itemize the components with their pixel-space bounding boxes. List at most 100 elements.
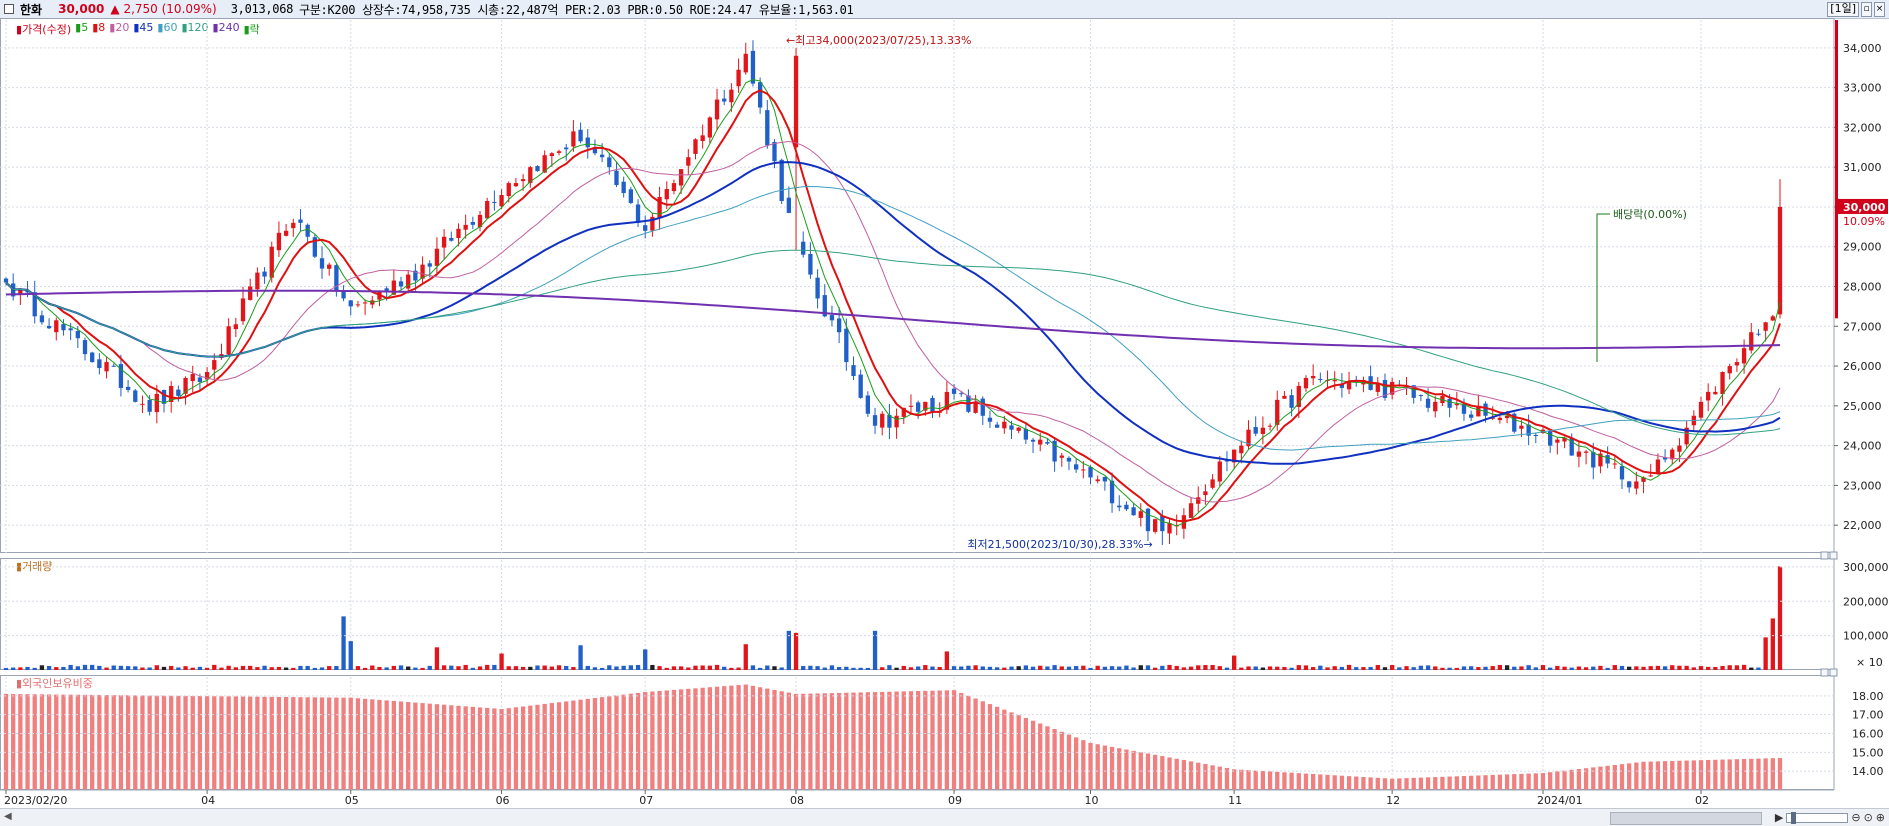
volume-bar: [161, 666, 167, 670]
candle-body: [46, 325, 52, 329]
scroll-right-icon[interactable]: ▶: [1774, 811, 1784, 824]
volume-bar: [46, 666, 52, 670]
volume-bar: [743, 644, 748, 670]
stock-chart[interactable]: 22,000 23,000 24,000 25,000 26,000 27,000 28,0…: [0, 0, 1889, 808]
zoom-reset-icon[interactable]: ⊙: [1863, 811, 1873, 824]
foreign-bar: [542, 703, 547, 790]
foreign-bar: [829, 693, 835, 790]
last-price-label: 30,000: [1843, 201, 1886, 214]
foreign-bar: [671, 689, 677, 790]
volume-bar: [319, 667, 325, 670]
foreign-bar: [140, 695, 145, 790]
candle-body: [161, 389, 167, 404]
scroll-left-icon[interactable]: ◀: [4, 811, 12, 822]
volume-bar: [585, 665, 590, 670]
volume-bar: [1246, 666, 1251, 670]
foreign-bar: [930, 690, 935, 790]
volume-bar: [1023, 665, 1029, 670]
y-tick-label: 33,000: [1843, 82, 1882, 95]
stock-name: 한화: [20, 2, 43, 17]
volume-bar: [1777, 566, 1783, 670]
candle-body: [1741, 348, 1747, 364]
ma120-legend: ▮120: [181, 21, 209, 34]
zoom-out-icon[interactable]: ⊖: [1851, 811, 1861, 824]
zoom-in-icon[interactable]: ⊕: [1875, 811, 1885, 824]
foreign-bar: [599, 697, 605, 790]
foreign-bar: [348, 697, 353, 790]
volume-bar: [441, 665, 447, 670]
volume-bar: [1311, 667, 1316, 670]
candle-body: [556, 151, 562, 153]
candle-body: [757, 82, 763, 108]
volume-bar: [1504, 665, 1510, 670]
candle-body: [111, 365, 116, 367]
volume-bar: [1720, 665, 1725, 670]
foreign-bar: [664, 690, 669, 790]
foreign-bar: [470, 706, 475, 790]
volume-bar: [829, 665, 835, 670]
candle-body: [398, 281, 404, 287]
ma8-line: [5, 89, 1781, 523]
volume-bar: [959, 666, 964, 670]
volume-bar: [729, 667, 734, 670]
foreign-bar: [233, 696, 238, 790]
foreign-bar: [994, 706, 1000, 790]
candle-body: [1555, 439, 1560, 443]
candle-body: [635, 204, 641, 223]
volume-bar: [599, 667, 605, 670]
foreign-bar: [643, 692, 648, 790]
y-tick-label: 22,000: [1843, 519, 1882, 532]
candle-body: [248, 286, 253, 300]
candle-body: [54, 320, 59, 333]
volume-bar: [485, 664, 490, 670]
candle-body: [865, 395, 871, 414]
volume-bar: [513, 666, 519, 670]
foreign-bar: [1052, 729, 1057, 790]
volume-bar: [1152, 667, 1158, 670]
foreign-bar: [693, 688, 698, 790]
candle-body: [1548, 431, 1553, 446]
zoom-slider-knob[interactable]: [1791, 811, 1797, 824]
period-button[interactable]: [1일]: [1827, 2, 1859, 17]
volume-bar: [427, 665, 432, 670]
zoom-slider[interactable]: [1786, 811, 1849, 824]
select-checkbox[interactable]: [4, 4, 14, 14]
foreign-bar: [133, 695, 138, 790]
volume-bar: [1469, 666, 1474, 670]
chart-scrollbar[interactable]: ◀ ▶ ⊖ ⊙ ⊕: [0, 808, 1889, 826]
volume-bar: [994, 667, 1000, 670]
candle-body: [693, 139, 698, 154]
foreign-bar: [82, 694, 88, 790]
volume-bar: [204, 667, 210, 670]
minimize-icon[interactable]: ▫: [1861, 2, 1872, 17]
candle-body: [1497, 417, 1503, 421]
foreign-bar: [520, 706, 526, 790]
foreign-bar: [736, 685, 741, 790]
volume-bar: [1512, 666, 1517, 670]
foreign-bar: [822, 693, 827, 790]
candle-body: [844, 328, 849, 363]
x-tick-label: 07: [639, 794, 653, 807]
foreign-bar: [1296, 773, 1301, 790]
scroll-thumb[interactable]: [1610, 812, 1762, 825]
candle-body: [887, 414, 892, 428]
foreign-bar: [678, 689, 684, 790]
volume-bar: [1059, 666, 1064, 670]
volume-bar: [678, 666, 684, 670]
foreign-bar: [327, 697, 332, 790]
candle-body: [1239, 445, 1244, 454]
volume-bar: [1160, 665, 1165, 670]
volume-bar: [1562, 666, 1567, 670]
foreign-bar: [1741, 758, 1747, 790]
candle-body: [786, 197, 792, 213]
volume-bar: [700, 665, 705, 670]
candle-body: [1073, 464, 1079, 470]
volume-bar: [944, 651, 950, 670]
close-icon[interactable]: ×: [1874, 2, 1885, 17]
volume-bar: [68, 664, 73, 670]
volume-bar: [1131, 667, 1136, 670]
foreign-bar: [485, 707, 490, 790]
volume-bar: [786, 630, 792, 670]
volume-bar: [1289, 667, 1294, 670]
foreign-bar: [1641, 761, 1646, 790]
